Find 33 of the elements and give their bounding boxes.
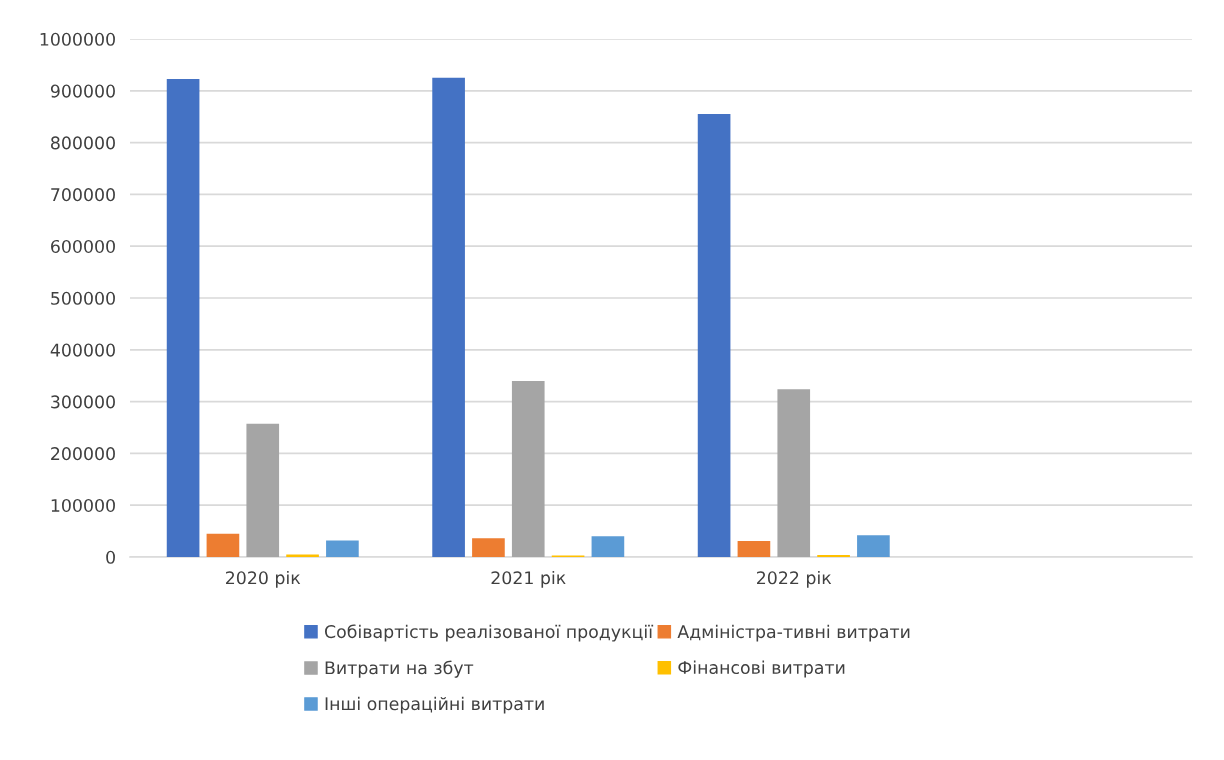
bar xyxy=(591,536,625,557)
y-tick-label: 1000000 xyxy=(40,32,115,46)
y-tick-label: 200000 xyxy=(51,447,115,461)
legend-label: Собівартість реалізованої продукції xyxy=(324,624,654,642)
bar xyxy=(246,423,280,557)
y-tick-label: 400000 xyxy=(50,343,115,357)
bar xyxy=(777,389,811,557)
legend-label: Інші операційні витрати xyxy=(325,696,544,714)
y-tick-label: 500000 xyxy=(51,291,115,305)
bar xyxy=(432,77,465,557)
bar xyxy=(857,535,890,557)
bar xyxy=(206,533,240,557)
bar xyxy=(817,554,850,557)
y-tick-label: 100000 xyxy=(51,498,115,513)
x-tick-label: 2020 рік xyxy=(226,570,301,588)
y-tick-label: 900000 xyxy=(50,84,115,98)
y-tick-label: 0 xyxy=(106,550,115,564)
legend-label: Адміністра-тивні витрати xyxy=(677,624,910,642)
y-tick-label: 700000 xyxy=(51,188,115,202)
bar xyxy=(697,114,731,557)
legend-label: Витрати на збут xyxy=(325,660,474,678)
y-tick-label: 800000 xyxy=(51,136,115,150)
bar xyxy=(511,380,545,557)
y-tick-label: 300000 xyxy=(51,395,115,409)
bar xyxy=(286,554,319,557)
y-tick-label: 600000 xyxy=(51,239,115,254)
bar xyxy=(737,540,771,557)
bar xyxy=(472,538,505,557)
bar xyxy=(166,78,200,557)
legend-label: Фінансові витрати xyxy=(678,660,845,678)
x-tick-label: 2022 рік xyxy=(757,570,832,588)
x-tick-label: 2021 рік xyxy=(491,570,566,588)
bar xyxy=(326,540,359,557)
